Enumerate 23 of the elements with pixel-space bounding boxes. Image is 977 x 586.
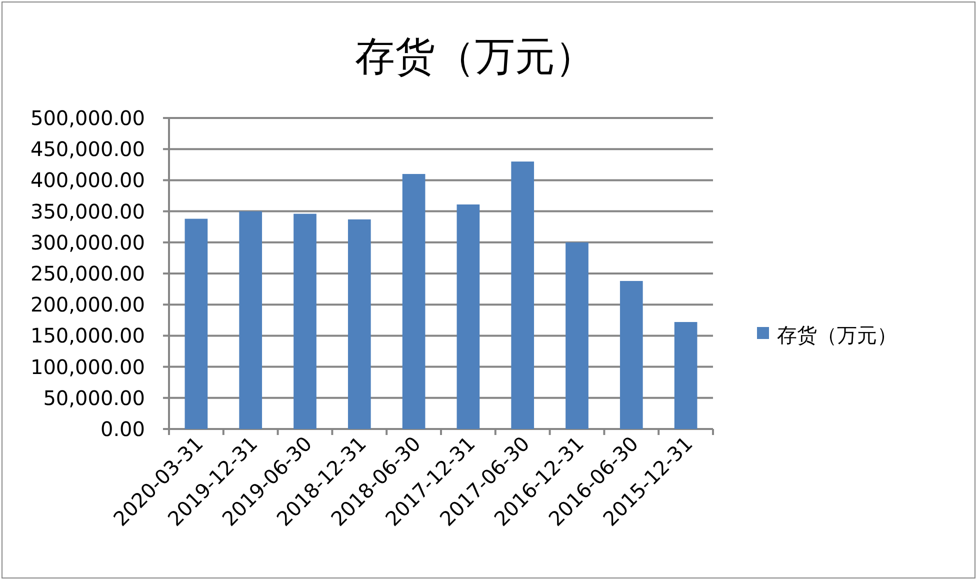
bar [348,219,371,429]
bar [620,280,643,429]
y-tick-label: 50,000.00 [43,386,145,410]
y-tick-label: 150,000.00 [30,324,145,348]
y-tick-label: 500,000.00 [30,106,145,130]
bar [402,174,426,429]
bar [184,218,208,429]
y-tick-label: 200,000.00 [30,292,145,317]
y-tick-label: 0.00 [100,417,145,441]
y-tick-label: 300,000.00 [30,230,145,254]
y-tick-label: 250,000.00 [30,262,145,286]
bar [294,214,316,429]
y-tick-label: 400,000.00 [30,168,145,192]
bar [456,204,480,429]
y-tick-label: 100,000.00 [30,354,145,379]
bar [674,322,698,429]
bar [239,211,262,429]
chart-title: 存货（万元） [355,34,595,80]
y-tick-label: 450,000.00 [30,137,145,162]
bar [566,242,588,429]
legend-label: 存货（万元） [777,323,897,347]
bar [511,162,534,429]
y-tick-label: 350,000.00 [30,199,145,224]
